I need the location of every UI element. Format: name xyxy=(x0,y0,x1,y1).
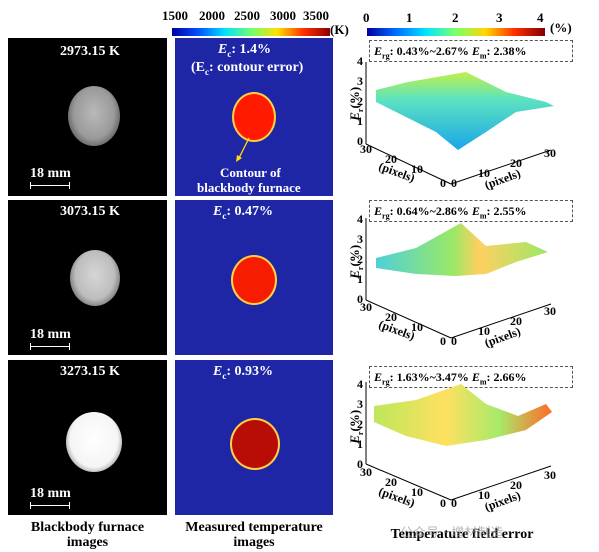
z-tick: 4 xyxy=(357,54,363,68)
y-tick: 10 xyxy=(478,324,490,338)
temp-tick-2000: 2000 xyxy=(199,8,225,23)
z-tick: 3 xyxy=(357,232,363,246)
contour-error-label: Ec: 0.47% xyxy=(213,204,274,221)
temp-unit: (K) xyxy=(330,22,349,37)
error-colorbar xyxy=(367,28,545,36)
scale-bar xyxy=(30,182,70,189)
scale-label: 18 mm xyxy=(30,166,71,181)
err-tick-0: 0 xyxy=(363,10,370,25)
y-tick: 30 xyxy=(544,146,556,160)
annotation-line-2: blackbody furnace xyxy=(197,180,301,195)
y-tick: 30 xyxy=(544,468,556,482)
blackbody-image-2: 3073.15 K 18 mm xyxy=(8,200,167,355)
z-axis-label: Er(%) xyxy=(347,86,365,121)
y-tick: 10 xyxy=(478,166,490,180)
y-tick: 20 xyxy=(510,478,522,492)
contour-error-label: Ec: 1.4% xyxy=(218,42,272,59)
temp-tick-2500: 2500 xyxy=(234,8,260,23)
z-tick: 1 xyxy=(357,272,363,286)
temp-tick-3000: 3000 xyxy=(270,8,296,23)
temp-tick-3500: 3500 xyxy=(303,8,329,23)
error-surface-plot-2 xyxy=(365,218,552,339)
temperature-label: 3073.15 K xyxy=(60,204,120,219)
x-tick: 20 xyxy=(385,152,397,166)
y-tick: 0 xyxy=(451,496,457,510)
temperature-label: 2973.15 K xyxy=(60,44,120,59)
z-axis-label: Er(%) xyxy=(347,409,365,444)
z-tick: 0 xyxy=(357,292,363,306)
blackbody-image-3: 3273.15 K 18 mm xyxy=(8,360,167,515)
contour-error-label: Ec: 0.93% xyxy=(213,364,274,381)
y-tick: 20 xyxy=(510,156,522,170)
annotation-line-1: Contour of xyxy=(220,165,281,180)
z-tick: 2 xyxy=(357,417,363,431)
z-tick: 1 xyxy=(357,114,363,128)
y-tick: 20 xyxy=(510,314,522,328)
x-tick: 10 xyxy=(411,162,423,176)
z-axis-label: Er(%) xyxy=(347,244,365,279)
z-tick: 4 xyxy=(357,377,363,391)
scale-label: 18 mm xyxy=(30,327,71,342)
error-surface-plot-1 xyxy=(365,62,554,185)
temperature-label: 3273.15 K xyxy=(60,364,120,379)
measured-image-2: Ec: 0.47% xyxy=(175,200,333,355)
x-tick: 10 xyxy=(411,485,423,499)
y-tick: 0 xyxy=(451,176,457,190)
y-tick: 10 xyxy=(478,488,490,502)
y-tick: 0 xyxy=(451,334,457,348)
temperature-colorbar xyxy=(172,28,330,36)
error-surface-plot-3 xyxy=(365,382,552,501)
x-tick: 30 xyxy=(360,465,372,479)
err-tick-2: 2 xyxy=(452,10,459,25)
scale-bar xyxy=(30,502,70,509)
scale-label: 18 mm xyxy=(30,486,71,501)
z-tick: 4 xyxy=(357,212,363,226)
err-unit: (%) xyxy=(550,20,572,35)
x-tick: 30 xyxy=(360,300,372,314)
x-tick: 0 xyxy=(440,334,446,348)
z-tick: 0 xyxy=(357,134,363,148)
caption-blackbody: Blackbody furnace images xyxy=(30,520,145,550)
annotation-arrow xyxy=(236,137,250,162)
x-tick: 30 xyxy=(360,142,372,156)
scale-bar xyxy=(30,343,70,350)
err-tick-3: 3 xyxy=(496,10,503,25)
z-tick: 3 xyxy=(357,74,363,88)
z-tick: 2 xyxy=(357,252,363,266)
caption-error: Temperature field error xyxy=(390,527,534,542)
caption-measured: Measured temperature images xyxy=(185,520,323,550)
x-tick: 20 xyxy=(385,475,397,489)
error-range-box-3: Erg: 1.63%~3.47% Em: 2.66% xyxy=(369,366,573,388)
contour-error-note: (Ec: contour error) xyxy=(191,60,304,77)
x-tick: 20 xyxy=(385,310,397,324)
error-range-box-1: Erg: 0.43%~2.67% Em: 2.38% xyxy=(369,40,573,62)
err-tick-1: 1 xyxy=(406,10,413,25)
z-tick: 3 xyxy=(357,397,363,411)
x-tick: 10 xyxy=(411,320,423,334)
err-tick-4: 4 xyxy=(537,10,544,25)
z-tick: 2 xyxy=(357,94,363,108)
watermark: 公众号 · 增材制造 xyxy=(400,526,504,541)
y-tick: 30 xyxy=(544,304,556,318)
x-tick: 0 xyxy=(440,496,446,510)
error-range-box-2: Erg: 0.64%~2.86% Em: 2.55% xyxy=(369,200,573,222)
blackbody-image-1: 2973.15 K 18 mm xyxy=(8,38,167,196)
x-tick: 0 xyxy=(440,176,446,190)
measured-image-1: Ec: 1.4% (Ec: contour error) Contour of … xyxy=(175,38,333,196)
z-tick: 0 xyxy=(357,457,363,471)
measured-image-3: Ec: 0.93% xyxy=(175,360,333,515)
z-tick: 1 xyxy=(357,437,363,451)
temp-tick-1500: 1500 xyxy=(162,8,188,23)
